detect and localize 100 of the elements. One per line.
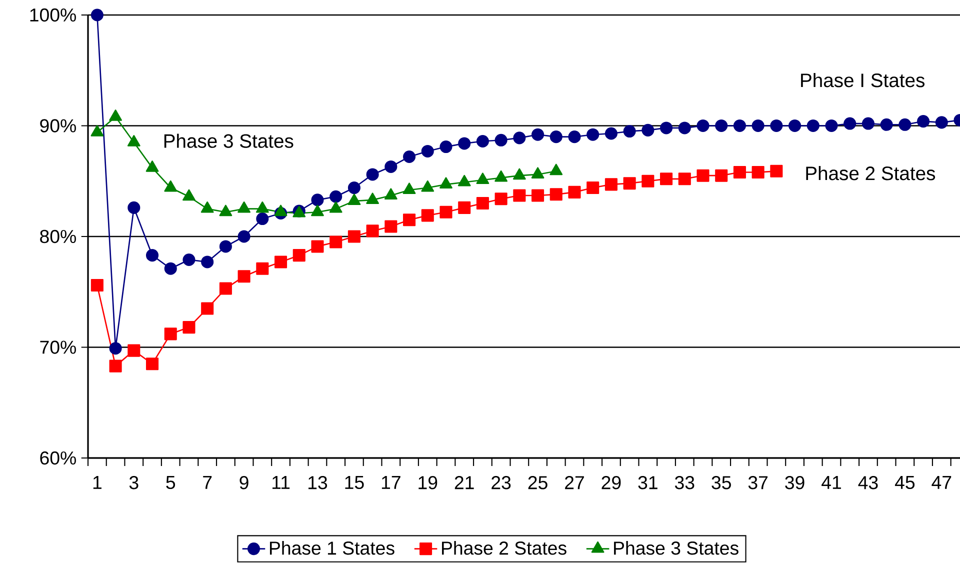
x-tick-label: 23: [492, 476, 511, 490]
point: [330, 236, 342, 248]
point: [733, 119, 746, 132]
point: [421, 144, 434, 158]
point: [219, 282, 232, 295]
point: [660, 122, 673, 134]
point: [128, 344, 140, 357]
point: [109, 342, 122, 355]
point: [458, 201, 471, 214]
point: [90, 8, 104, 22]
point: [604, 127, 618, 140]
point: [642, 174, 654, 188]
x-tick-label: 29: [602, 476, 621, 490]
point: [164, 262, 177, 275]
y-tick-label: 70%: [40, 340, 76, 354]
point: [384, 220, 398, 233]
point: [164, 328, 177, 340]
point: [182, 253, 196, 266]
point: [256, 212, 269, 226]
point: [494, 134, 508, 146]
x-tick-label: 21: [454, 476, 474, 490]
point: [494, 192, 508, 206]
point: [513, 132, 526, 144]
y-tick-label: 90%: [40, 119, 76, 132]
legend-label: Phase 3 States: [614, 541, 738, 555]
x-tick-label: 17: [382, 476, 400, 489]
point: [476, 134, 489, 148]
point: [476, 196, 489, 210]
point: [623, 177, 636, 190]
point: [201, 302, 214, 315]
point: [770, 164, 783, 178]
point: [384, 188, 398, 200]
y-tick-label: 80%: [40, 230, 76, 244]
annotation: Phase 2 States: [806, 166, 936, 180]
point: [348, 181, 360, 194]
x-tick-label: 35: [712, 476, 731, 490]
point: [770, 119, 783, 132]
point: [109, 360, 122, 372]
point: [513, 189, 526, 202]
point: [696, 119, 710, 132]
point: [806, 119, 820, 132]
point: [642, 124, 654, 136]
point: [128, 201, 140, 214]
x-tick-label: 5: [166, 476, 176, 490]
point: [550, 188, 562, 201]
point: [568, 186, 581, 198]
point: [182, 321, 196, 334]
point: [917, 115, 930, 128]
point: [696, 169, 710, 182]
x-tick-label: 3: [129, 476, 138, 490]
annotation: Phase I States: [801, 73, 924, 88]
point: [90, 278, 104, 292]
point: [898, 118, 912, 131]
x-tick-label: 31: [638, 476, 658, 490]
point: [274, 256, 288, 268]
point: [880, 118, 893, 131]
y-tick-label: 60%: [40, 451, 76, 465]
point: [476, 172, 490, 184]
point: [862, 117, 874, 130]
point: [366, 224, 379, 238]
x-tick-label: 13: [308, 476, 328, 490]
point: [348, 230, 360, 243]
x-tick-label: 45: [894, 476, 915, 490]
point: [311, 240, 324, 253]
x-tick-label: 25: [528, 476, 548, 490]
point: [678, 122, 691, 134]
point: [678, 172, 691, 186]
point: [421, 209, 434, 222]
x-tick-label: 11: [272, 476, 290, 489]
point: [788, 119, 802, 132]
x-tick-label: 27: [565, 476, 584, 490]
point: [623, 125, 636, 138]
annotation: Phase 3 States: [164, 134, 294, 148]
point: [292, 249, 306, 262]
point: [311, 194, 324, 206]
point: [752, 119, 764, 132]
legend-label: Phase 1 States: [270, 541, 394, 555]
x-tick-label: 33: [674, 476, 694, 490]
point: [146, 358, 159, 370]
point: [586, 128, 600, 141]
x-tick-label: 37: [748, 476, 768, 490]
point: [660, 172, 673, 186]
point: [532, 128, 544, 141]
x-tick-label: 7: [203, 476, 212, 489]
point: [586, 181, 600, 194]
y-tick-label: 100%: [30, 8, 76, 22]
point: [219, 240, 232, 253]
point: [752, 166, 764, 179]
point: [366, 168, 379, 181]
point: [330, 190, 342, 203]
point: [550, 130, 562, 144]
point: [604, 178, 618, 191]
point: [238, 270, 250, 283]
point: [403, 214, 416, 226]
point: [733, 166, 746, 179]
point: [238, 230, 250, 243]
x-tick-label: 41: [822, 476, 841, 489]
x-tick-label: 39: [785, 476, 804, 490]
point: [532, 189, 544, 202]
point: [458, 137, 471, 150]
